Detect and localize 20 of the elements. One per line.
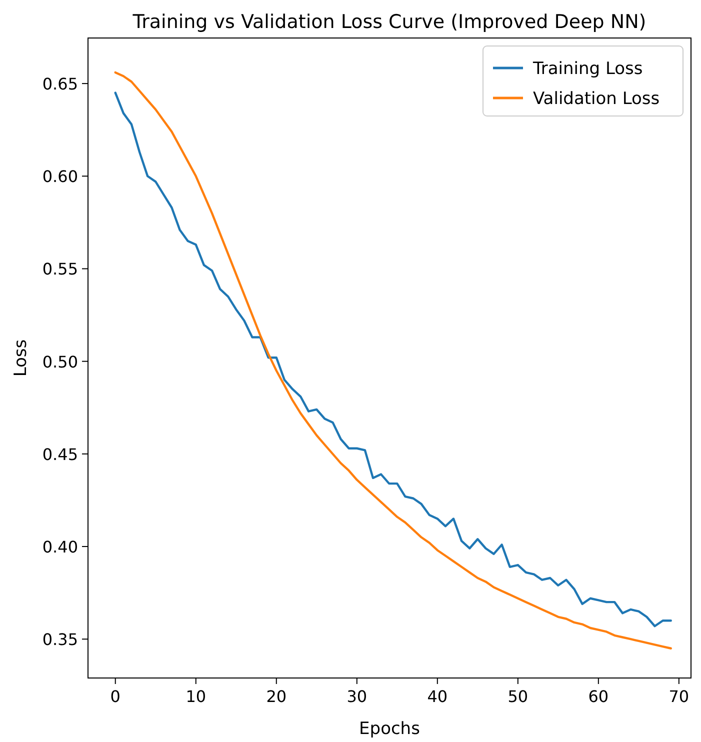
x-tick-label: 40 [427,687,448,706]
y-tick-label: 0.60 [42,167,78,186]
x-axis-title: Epochs [359,719,420,739]
legend-label: Training Loss [532,59,643,79]
y-tick-label: 0.55 [42,260,78,279]
y-tick-label: 0.65 [42,74,78,94]
y-axis-title: Loss [11,339,31,377]
y-tick-label: 0.45 [42,444,78,464]
x-tick-label: 0 [110,687,120,706]
y-tick-label: 0.40 [42,538,78,557]
x-tick-label: 10 [186,687,206,706]
x-tick-label: 30 [346,687,368,706]
x-tick-label: 70 [668,687,690,706]
y-tick-label: 0.35 [42,630,78,650]
x-tick-label: 50 [508,687,528,706]
y-tick-label: 0.50 [42,352,78,372]
x-tick-label: 60 [588,687,609,706]
x-tick-label: 20 [266,687,287,706]
chart-title: Training vs Validation Loss Curve (Improved Deep NN) [132,11,646,33]
legend-label: Validation Loss [533,89,660,109]
